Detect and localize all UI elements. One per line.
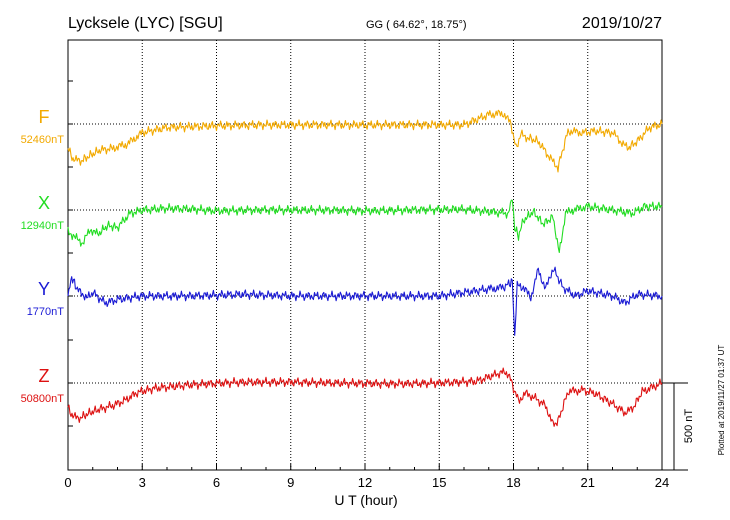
baseline-value-z: 50800nT (21, 393, 65, 405)
x-tick-label: 21 (581, 475, 595, 490)
x-tick-label: 18 (506, 475, 520, 490)
series-line-f (67, 109, 663, 173)
plotted-timestamp: Plotted at 2019/11/27 01:37 UT (717, 345, 726, 456)
component-label-y: Y (38, 279, 50, 299)
component-label-f: F (39, 107, 50, 127)
series-line-x (67, 199, 663, 254)
x-tick-label: 6 (213, 475, 220, 490)
chart-date: 2019/10/27 (582, 15, 662, 32)
x-tick-label: 3 (139, 475, 146, 490)
baseline-value-y: 1770nT (27, 306, 65, 318)
x-tick-label: 24 (655, 475, 669, 490)
series-line-y (67, 266, 663, 336)
x-tick-label: 12 (358, 475, 372, 490)
x-axis-label: U T (hour) (334, 492, 397, 508)
plot-frame (67, 39, 663, 471)
station-title: Lycksele (LYC) [SGU] (68, 15, 223, 32)
scale-bar-label: 500 nT (683, 409, 695, 444)
x-tick-label: 9 (287, 475, 294, 490)
x-tick-label: 15 (432, 475, 446, 490)
series-line-z (67, 367, 663, 427)
baseline-value-f: 52460nT (21, 134, 65, 146)
x-tick-label: 0 (64, 475, 71, 490)
geo-coordinates: GG ( 64.62°, 18.75°) (366, 19, 467, 31)
component-label-x: X (38, 193, 50, 213)
baseline-value-x: 12940nT (21, 220, 65, 232)
component-label-z: Z (39, 366, 50, 386)
